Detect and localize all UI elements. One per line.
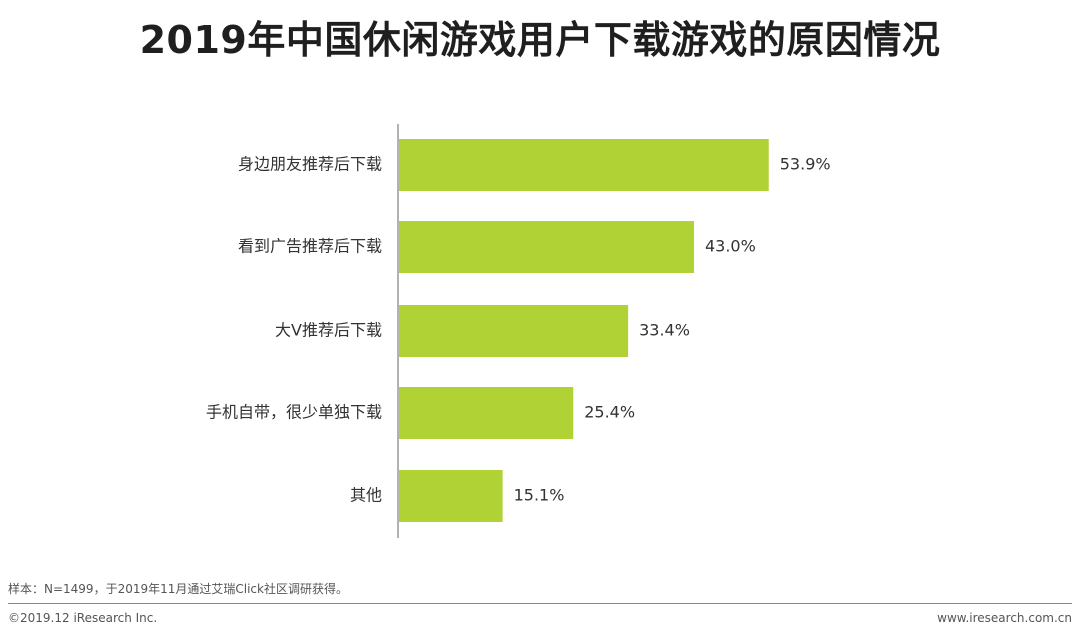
value-label-3: 25.4% — [584, 403, 635, 422]
bar-chart: 身边朋友推荐后下载 53.9% 看到广告推荐后下载 43.0% 大V推荐后下载 33.4%… — [206, 124, 831, 538]
value-label-2: 33.4% — [639, 321, 690, 340]
bar-3 — [399, 387, 574, 439]
bar-4 — [399, 470, 503, 522]
category-label-4: 其他 — [350, 486, 382, 505]
bar-1 — [399, 221, 694, 273]
category-label-3: 手机自带，很少单独下载 — [206, 403, 382, 422]
value-label-4: 15.1% — [514, 486, 565, 505]
value-label-1: 43.0% — [705, 237, 756, 256]
footer-divider — [8, 603, 1072, 604]
value-label-0: 53.9% — [780, 155, 831, 174]
category-label-0: 身边朋友推荐后下载 — [238, 155, 382, 174]
bar-0 — [399, 139, 769, 191]
website-text: www.iresearch.com.cn — [937, 611, 1072, 625]
sample-note: 样本：N=1499，于2019年11月通过艾瑞Click社区调研获得。 — [8, 582, 348, 596]
chart-title: 2019年中国休闲游戏用户下载游戏的原因情况 — [139, 18, 941, 62]
copyright-text: ©2019.12 iResearch Inc. — [8, 611, 158, 625]
category-label-1: 看到广告推荐后下载 — [238, 237, 382, 256]
category-label-2: 大V推荐后下载 — [275, 321, 382, 340]
bar-2 — [399, 305, 629, 357]
